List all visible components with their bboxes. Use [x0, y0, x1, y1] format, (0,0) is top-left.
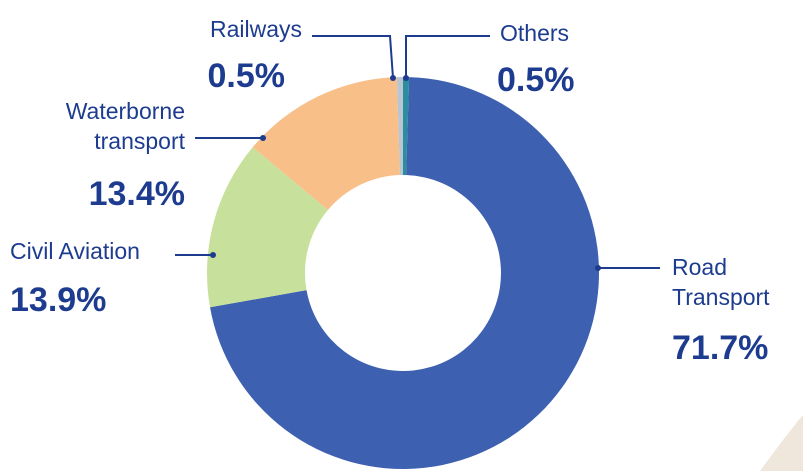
leader-dot: [260, 135, 266, 141]
value-label: 0.5%: [497, 61, 575, 99]
category-label: Waterborne transport: [65, 98, 185, 154]
category-label: Others: [500, 20, 570, 46]
decoration: [760, 415, 803, 471]
value-label: 13.9%: [10, 281, 107, 319]
category-label: Civil Aviation: [10, 238, 140, 264]
value-label: 0.5%: [207, 57, 286, 95]
leader-line: [312, 35, 394, 79]
slice: [396, 77, 403, 176]
slice: [252, 77, 400, 211]
leader-dot: [210, 252, 216, 258]
leader-dots: [210, 75, 601, 271]
category-label: Railways: [209, 16, 302, 42]
slice: [206, 147, 328, 308]
value-label: 13.4%: [88, 175, 185, 213]
leader-line: [405, 35, 490, 78]
leader-dot: [595, 265, 601, 271]
leader-lines: [175, 35, 660, 269]
category-label: Road Transport: [672, 254, 770, 310]
leader-dot: [403, 75, 409, 81]
leader-dot: [390, 75, 396, 81]
value-label: 71.7%: [672, 329, 769, 367]
slice: [403, 77, 410, 176]
slice: [210, 77, 599, 470]
donut: [206, 77, 599, 470]
